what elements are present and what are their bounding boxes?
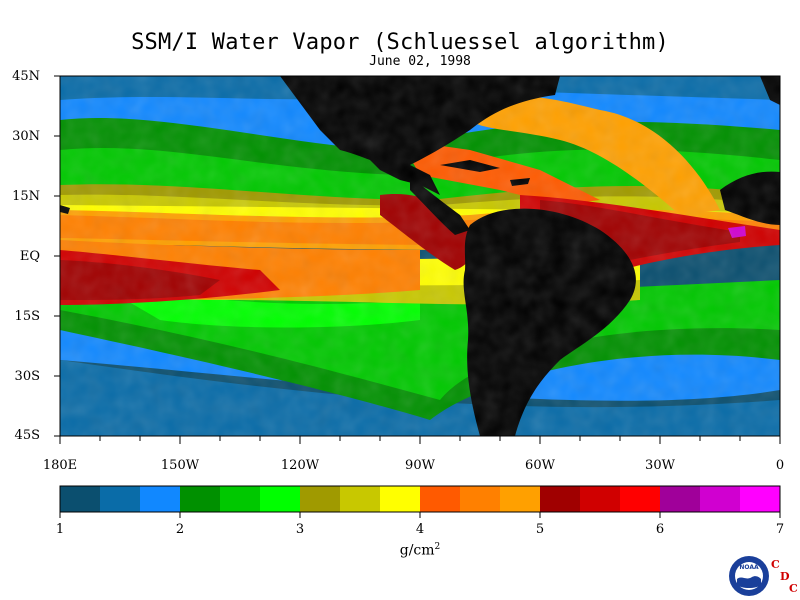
lon-label-120w: 120W — [280, 458, 320, 473]
colorbar-swatch — [620, 486, 660, 512]
colorbar-swatch — [340, 486, 380, 512]
colorbar-units: g/cm2 — [360, 542, 480, 559]
map-date: June 02, 1998 — [369, 54, 471, 69]
colorbar-swatch — [260, 486, 300, 512]
lat-label-45n: 45N — [12, 69, 40, 84]
colorbar-swatch — [140, 486, 180, 512]
colorbar-swatch — [420, 486, 460, 512]
colorbar-swatch — [660, 486, 700, 512]
lat-label-eq: EQ — [19, 249, 40, 264]
map-title: SSM/I Water Vapor (Schluessel algorithm) — [131, 30, 669, 55]
colorbar-swatch — [220, 486, 260, 512]
lat-label-30s: 30S — [14, 369, 40, 384]
lon-label-180e: 180E — [42, 458, 78, 473]
colorbar-swatch — [100, 486, 140, 512]
units-exponent: 2 — [434, 542, 441, 552]
colorbar-swatch — [580, 486, 620, 512]
logo-letter-c2: C — [789, 582, 798, 595]
colorbar-swatch — [300, 486, 340, 512]
lon-label-30w: 30W — [645, 458, 675, 473]
lon-label-90w: 90W — [405, 458, 435, 473]
logo-agency-text: NOAA — [739, 564, 759, 571]
colorbar-tick-2: 2 — [175, 522, 185, 537]
colorbar — [59, 485, 781, 518]
colorbar-tick-4: 4 — [415, 522, 425, 537]
colorbar-swatch — [380, 486, 420, 512]
colorbar-tick-7: 7 — [775, 522, 785, 537]
map-plot-area — [60, 76, 780, 436]
colorbar-swatch — [460, 486, 500, 512]
colorbar-swatch — [700, 486, 740, 512]
units-base: g/cm — [399, 542, 435, 559]
colorbar-tick-6: 6 — [655, 522, 665, 537]
colorbar-swatch — [60, 486, 100, 512]
colorbar-swatch — [540, 486, 580, 512]
noaa-logo-icon: NOAA — [729, 556, 769, 596]
colorbar-tick-1: 1 — [55, 522, 65, 537]
lat-label-15n: 15N — [12, 189, 40, 204]
lat-label-45s: 45S — [14, 428, 40, 443]
logo-letter-d: D — [780, 570, 790, 583]
colorbar-swatch — [180, 486, 220, 512]
lat-label-30n: 30N — [12, 129, 40, 144]
colorbar-tick-3: 3 — [295, 522, 305, 537]
colorbar-swatch — [740, 486, 780, 512]
texture-overlay — [60, 76, 780, 436]
logo-letter-c1: C — [771, 558, 780, 571]
colorbar-tick-5: 5 — [535, 522, 545, 537]
colorbar-swatch — [500, 486, 540, 512]
lon-label-0: 0 — [775, 458, 785, 473]
lat-label-15s: 15S — [14, 309, 40, 324]
lon-label-150w: 150W — [160, 458, 200, 473]
lon-label-60w: 60W — [525, 458, 555, 473]
axis-ticks — [54, 75, 781, 444]
